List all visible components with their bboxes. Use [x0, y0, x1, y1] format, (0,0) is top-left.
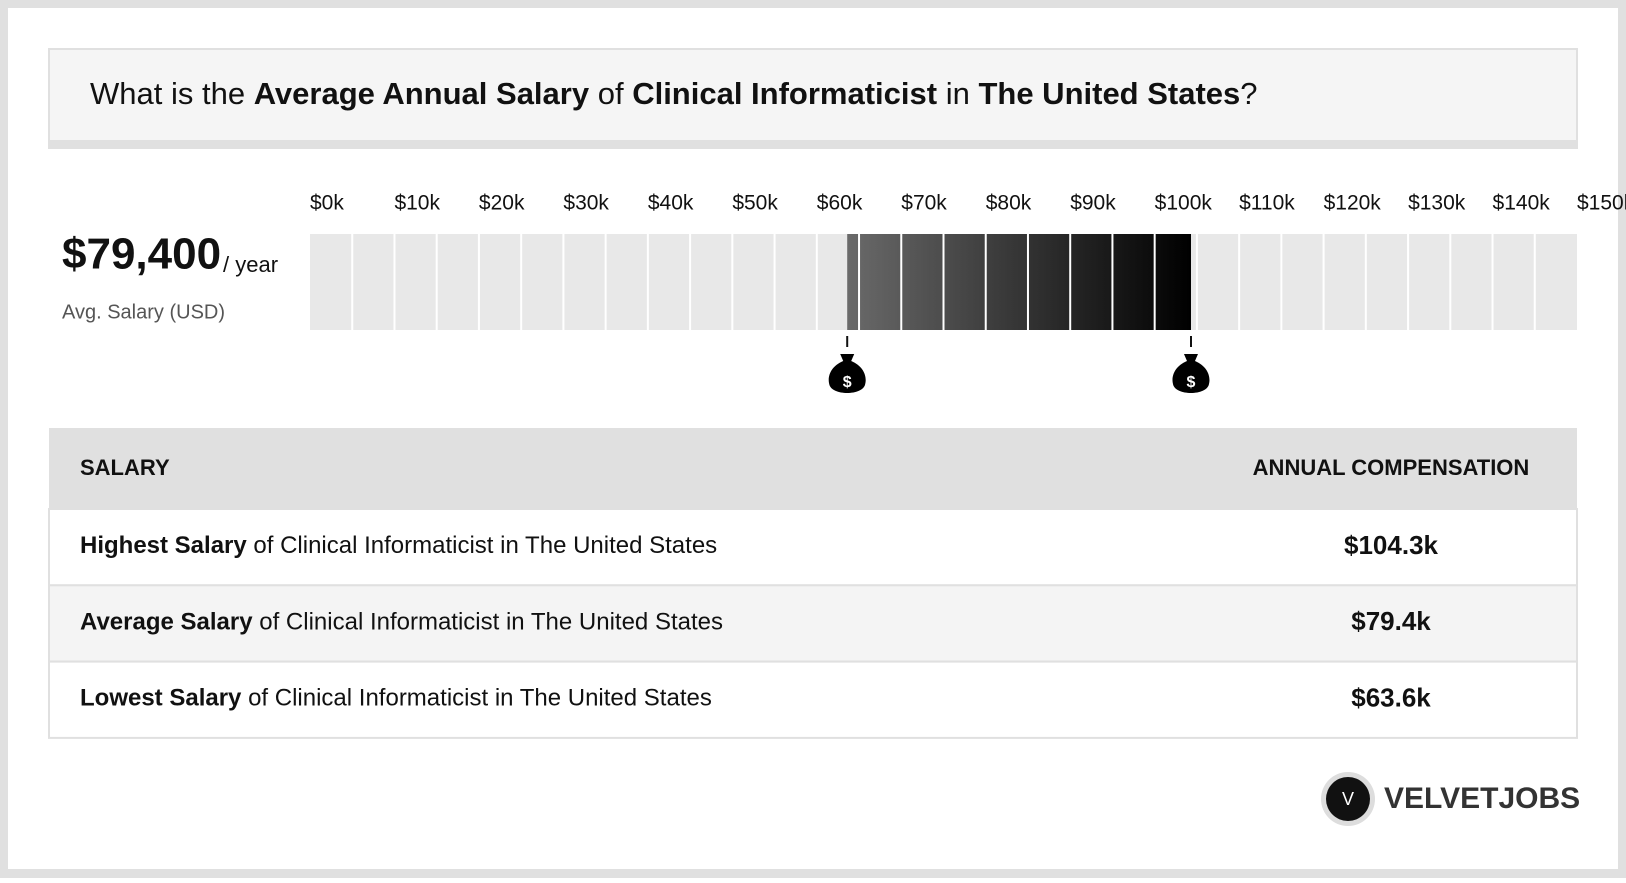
title-part: Clinical Informaticist — [632, 76, 937, 111]
row-label: Lowest Salary of Clinical Informaticist … — [80, 685, 712, 712]
title-part: Average Annual Salary — [254, 76, 590, 111]
row-label: Highest Salary of Clinical Informaticist… — [80, 532, 717, 559]
row-label-rest: of Clinical Informaticist in The United … — [241, 685, 711, 712]
table-header — [49, 428, 1577, 509]
tick-label: $80k — [986, 192, 1032, 215]
tick-label: $20k — [479, 192, 525, 215]
title-part: in — [937, 76, 978, 111]
tick-label: $150k+ — [1577, 192, 1626, 215]
logo-text: VELVETJOBS — [1384, 782, 1580, 815]
tick-label: $140k — [1493, 192, 1551, 215]
avg-caption: Avg. Salary (USD) — [62, 301, 225, 323]
tick-label: $100k — [1155, 192, 1213, 215]
salary-range — [847, 234, 1191, 330]
money-sign: $ — [843, 374, 852, 391]
money-bag — [1172, 354, 1210, 393]
logo-circle — [1326, 777, 1370, 821]
row-value: $79.4k — [1351, 606, 1431, 636]
table-row — [48, 660, 1578, 739]
row-label-rest: of Clinical Informaticist in The United … — [247, 532, 717, 559]
tick-label: $40k — [648, 192, 694, 215]
title-part: The United States — [978, 76, 1240, 111]
tick-label: $90k — [1070, 192, 1116, 215]
tick-label: $0k — [310, 192, 344, 215]
tick-label: $30k — [563, 192, 609, 215]
row-label-bold: Highest Salary — [80, 532, 247, 559]
avg-amount: $79,400 — [62, 230, 221, 279]
col-header: ANNUAL COMPENSATION — [1253, 455, 1530, 480]
title-part: of — [589, 76, 632, 111]
header-bar — [49, 140, 1577, 148]
title-part: What is the — [90, 76, 254, 111]
tick-label: $130k — [1408, 192, 1466, 215]
tick-label: $10k — [394, 192, 440, 215]
row-label-rest: of Clinical Informaticist in The United … — [253, 609, 723, 636]
row-label-bold: Lowest Salary — [80, 685, 242, 712]
tick-label: $60k — [817, 192, 863, 215]
row-value: $63.6k — [1351, 682, 1431, 712]
row-value: $104.3k — [1344, 530, 1439, 560]
avg-unit: / year — [223, 252, 278, 277]
range-bar: $0k $10k $20k $30k $40k $50k $60k $70k $80k $90k $… — [310, 192, 1626, 393]
tick-label: $110k — [1239, 192, 1295, 215]
logo-letter: V — [1342, 789, 1354, 809]
title: What is the Average Annual Salary of Cli… — [90, 76, 1258, 111]
table-row — [48, 508, 1578, 587]
row-label: Average Salary of Clinical Informaticist… — [80, 609, 723, 636]
row-label-bold: Average Salary — [80, 609, 253, 636]
salary-table: SALARY ANNUAL COMPENSATION Highest Salar… — [48, 428, 1578, 739]
table-row — [48, 584, 1578, 663]
col-header: SALARY — [80, 455, 170, 480]
tick-label: $50k — [732, 192, 778, 215]
tick-label: $120k — [1324, 192, 1382, 215]
tick-label: $70k — [901, 192, 947, 215]
money-sign: $ — [1187, 374, 1196, 391]
title-part: ? — [1240, 76, 1257, 111]
money-bag — [828, 354, 866, 393]
